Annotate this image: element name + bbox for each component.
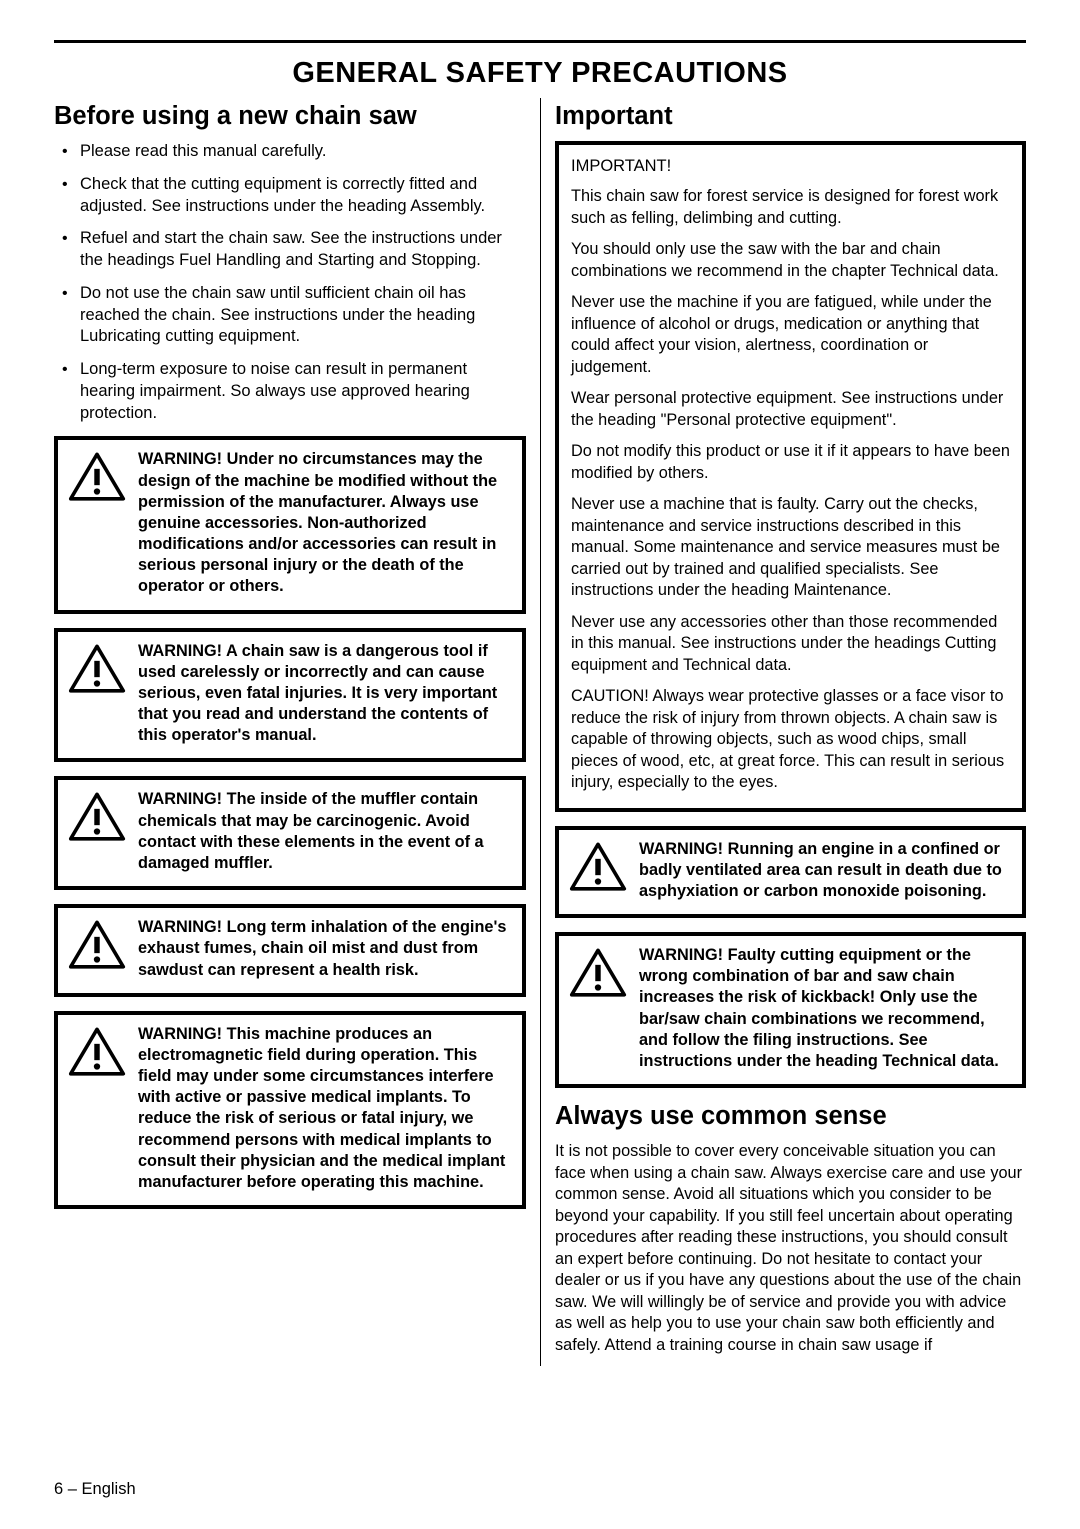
page-title: GENERAL SAFETY PRECAUTIONS [54,57,1026,90]
important-para: CAUTION! Always wear protective glasses … [571,686,1010,794]
warning-text: WARNING! Under no circumstances may the … [138,449,512,597]
warning-box: WARNING! Under no circumstances may the … [54,436,526,613]
important-label: IMPORTANT! [571,157,1010,176]
warning-box: WARNING! Running an engine in a confined… [555,826,1026,919]
important-box: IMPORTANT! This chain saw for forest ser… [555,141,1026,812]
important-para: Wear personal protective equipment. See … [571,388,1010,431]
right-column: Important IMPORTANT! This chain saw for … [540,98,1026,1366]
warning-triangle-icon [569,947,627,999]
warning-box: WARNING! Faulty cutting equipment or the… [555,932,1026,1088]
top-rule [54,40,1026,43]
warning-box: WARNING! Long term inhalation of the eng… [54,904,526,997]
two-column-layout: Before using a new chain saw Please read… [54,98,1026,1366]
heading-before-using: Before using a new chain saw [54,102,526,131]
left-column: Before using a new chain saw Please read… [54,98,540,1366]
important-para: This chain saw for forest service is des… [571,186,1010,229]
warning-triangle-icon [68,451,126,503]
warning-triangle-icon [68,791,126,843]
bullet-list: Please read this manual carefully. Check… [54,141,526,424]
warning-text: WARNING! A chain saw is a dangerous tool… [138,641,512,747]
bullet-item: Long-term exposure to noise can result i… [54,359,526,424]
warning-box: WARNING! The inside of the muffler conta… [54,776,526,890]
heading-common-sense: Always use common sense [555,1102,1026,1131]
important-para: Never use any accessories other than tho… [571,612,1010,677]
warning-text: WARNING! This machine produces an electr… [138,1024,512,1193]
heading-important: Important [555,102,1026,131]
bullet-item: Check that the cutting equipment is corr… [54,174,526,218]
page-footer: 6 – English [54,1480,136,1499]
warning-triangle-icon [68,919,126,971]
warning-text: WARNING! The inside of the muffler conta… [138,789,512,874]
warning-text: WARNING! Faulty cutting equipment or the… [639,945,1012,1072]
warning-box: WARNING! This machine produces an electr… [54,1011,526,1209]
important-para: You should only use the saw with the bar… [571,239,1010,282]
warning-box: WARNING! A chain saw is a dangerous tool… [54,628,526,763]
warning-triangle-icon [68,1026,126,1078]
bullet-item: Please read this manual carefully. [54,141,526,163]
bullet-item: Do not use the chain saw until sufficien… [54,283,526,348]
warning-triangle-icon [68,643,126,695]
warning-text: WARNING! Long term inhalation of the eng… [138,917,512,981]
warning-text: WARNING! Running an engine in a confined… [639,839,1012,903]
important-para: Never use the machine if you are fatigue… [571,292,1010,378]
important-para: Never use a machine that is faulty. Carr… [571,494,1010,602]
important-para: Do not modify this product or use it if … [571,441,1010,484]
warning-triangle-icon [569,841,627,893]
body-paragraph: It is not possible to cover every concei… [555,1141,1026,1356]
bullet-item: Refuel and start the chain saw. See the … [54,228,526,272]
